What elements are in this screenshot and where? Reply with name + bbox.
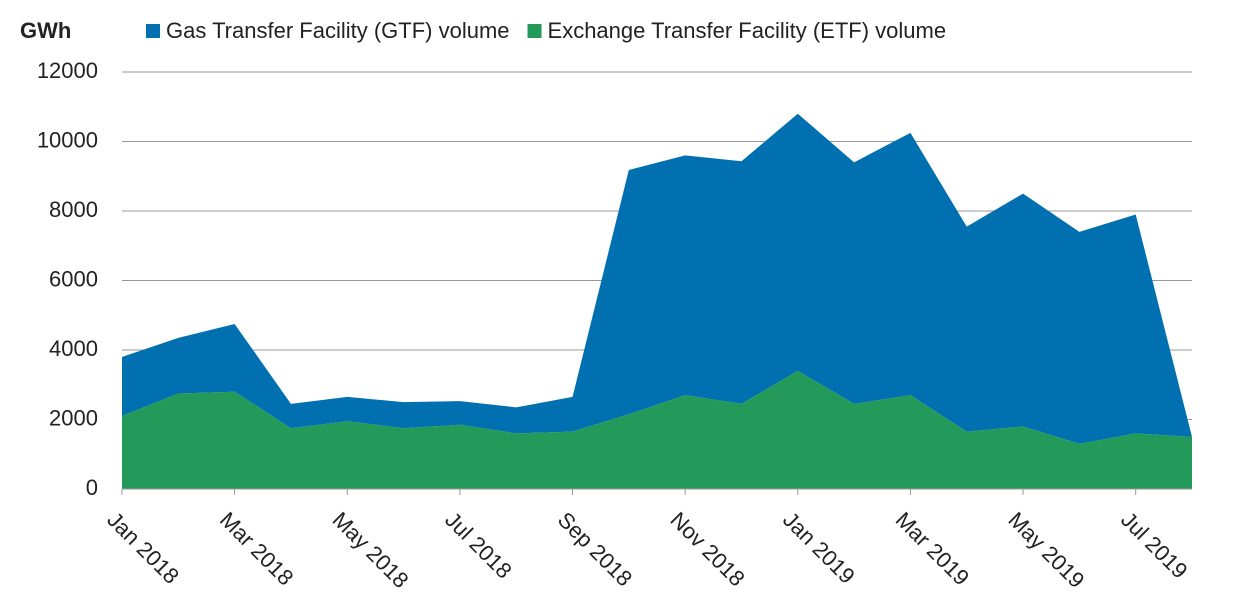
area [122, 113, 1192, 444]
legend-swatch [146, 24, 160, 38]
y-axis-label: GWh [20, 18, 71, 43]
y-tick-label: 8000 [49, 197, 98, 222]
y-tick-label: 0 [86, 475, 98, 500]
area [122, 370, 1192, 489]
x-tick-label: Nov 2018 [666, 507, 750, 591]
legend-label: Exchange Transfer Facility (ETF) volume [548, 18, 947, 43]
y-tick-label: 4000 [49, 336, 98, 361]
y-tick-label: 10000 [37, 127, 98, 152]
y-tick-label: 2000 [49, 405, 98, 430]
x-tick-label: Mar 2018 [215, 507, 298, 590]
x-tick-label: Jan 2019 [778, 507, 860, 589]
x-tick-label: Jul 2018 [440, 507, 517, 584]
y-tick-label: 6000 [49, 266, 98, 291]
x-tick-label: May 2018 [328, 507, 414, 593]
x-tick-label: May 2019 [1003, 507, 1089, 593]
legend-swatch [527, 24, 542, 38]
x-tick-label: Jul 2019 [1116, 507, 1193, 584]
y-tick-label: 12000 [37, 58, 98, 83]
x-tick-label: Mar 2019 [891, 507, 974, 590]
legend-label: Gas Transfer Facility (GTF) volume [166, 18, 510, 43]
x-tick-label: Jan 2018 [102, 507, 184, 589]
x-tick-label: Sep 2018 [553, 507, 637, 591]
